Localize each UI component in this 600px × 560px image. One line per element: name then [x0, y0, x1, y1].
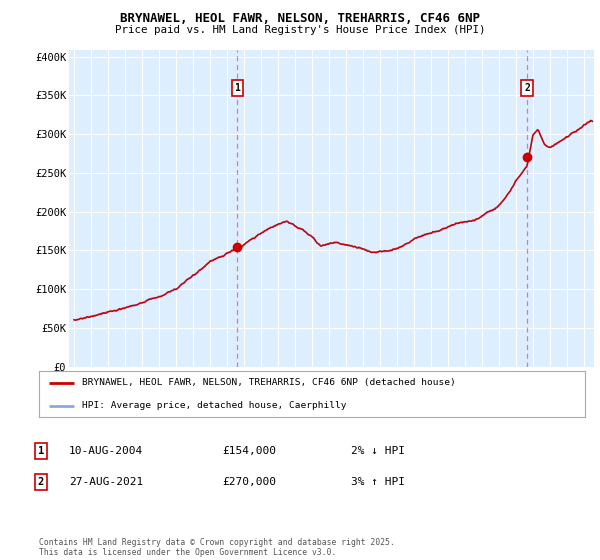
Text: BRYNAWEL, HEOL FAWR, NELSON, TREHARRIS, CF46 6NP (detached house): BRYNAWEL, HEOL FAWR, NELSON, TREHARRIS, … [82, 378, 455, 388]
Text: HPI: Average price, detached house, Caerphilly: HPI: Average price, detached house, Caer… [82, 401, 346, 410]
Text: 2% ↓ HPI: 2% ↓ HPI [351, 446, 405, 456]
Text: £270,000: £270,000 [222, 477, 276, 487]
Text: 10-AUG-2004: 10-AUG-2004 [69, 446, 143, 456]
Text: Contains HM Land Registry data © Crown copyright and database right 2025.
This d: Contains HM Land Registry data © Crown c… [39, 538, 395, 557]
Text: 1: 1 [38, 446, 44, 456]
Text: BRYNAWEL, HEOL FAWR, NELSON, TREHARRIS, CF46 6NP: BRYNAWEL, HEOL FAWR, NELSON, TREHARRIS, … [120, 12, 480, 25]
Text: 1: 1 [235, 83, 241, 94]
Text: 3% ↑ HPI: 3% ↑ HPI [351, 477, 405, 487]
Text: £154,000: £154,000 [222, 446, 276, 456]
Text: 27-AUG-2021: 27-AUG-2021 [69, 477, 143, 487]
Text: 2: 2 [524, 83, 530, 94]
Text: 2: 2 [38, 477, 44, 487]
Text: Price paid vs. HM Land Registry's House Price Index (HPI): Price paid vs. HM Land Registry's House … [115, 25, 485, 35]
